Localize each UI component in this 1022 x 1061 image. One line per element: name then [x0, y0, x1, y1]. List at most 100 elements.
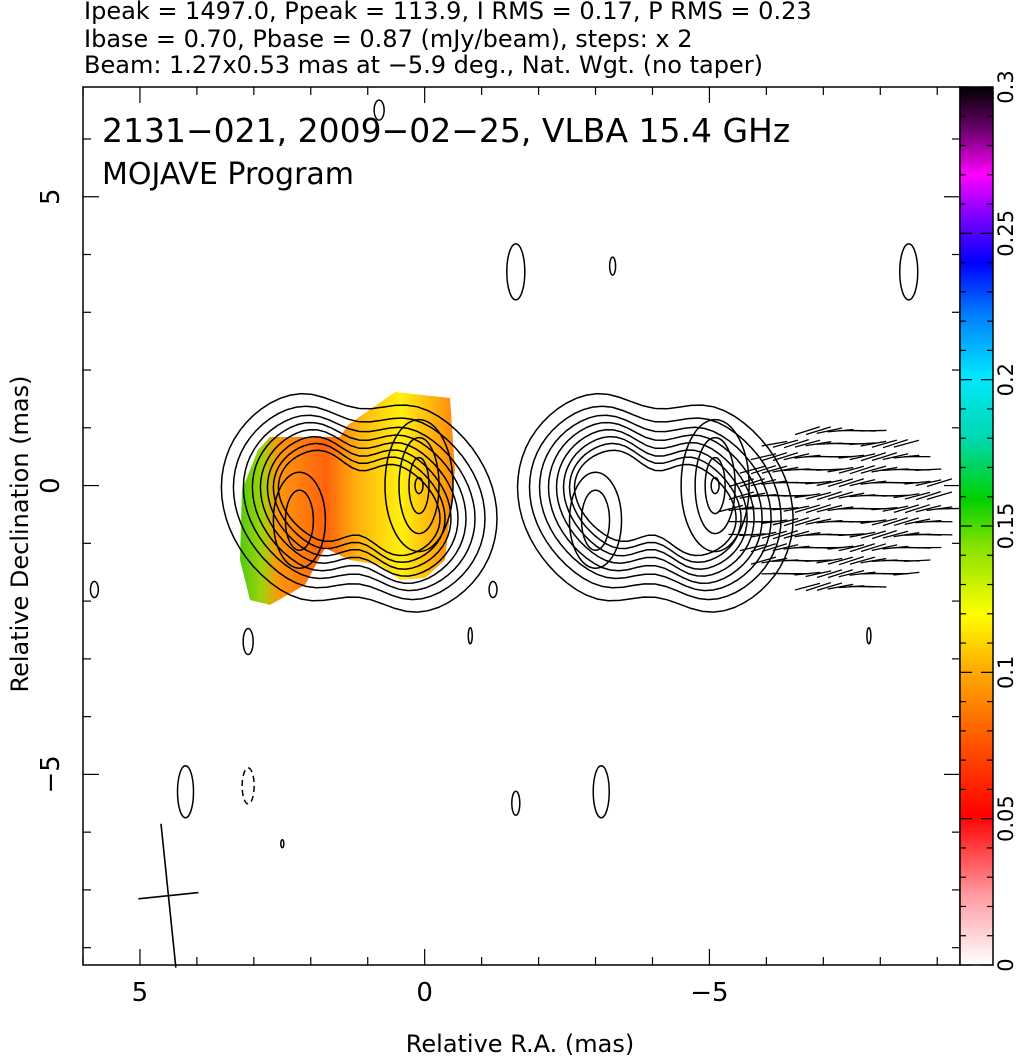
evpa-tick	[915, 504, 942, 513]
evpa-tick	[904, 491, 931, 500]
evpa-tick	[750, 465, 776, 475]
evpa-tick	[860, 585, 887, 588]
beam-minor-axis	[138, 891, 199, 900]
contour-lines	[89, 99, 919, 849]
evpa-tick	[816, 557, 843, 564]
evpa-tick	[838, 570, 865, 578]
evpa-tick	[783, 505, 810, 512]
evpa-tick	[805, 518, 832, 525]
evpa-tick	[739, 544, 766, 552]
contour-right	[704, 456, 726, 515]
evpa-tick	[794, 571, 821, 576]
evpa-tick	[772, 544, 799, 552]
noise-contour	[241, 767, 255, 805]
plot-title-line1: 2131−021, 2009−02−25, VLBA 15.4 GHz	[102, 111, 790, 150]
evpa-tick	[926, 478, 953, 488]
evpa-tick	[860, 429, 887, 432]
evpa-tick	[794, 517, 821, 527]
evpa-tick	[772, 530, 798, 540]
evpa-tick	[750, 543, 777, 553]
evpa-tick	[750, 556, 777, 565]
contour-left	[272, 471, 327, 569]
evpa-tick	[805, 582, 831, 592]
evpa-tick	[816, 569, 843, 579]
evpa-tick	[827, 478, 854, 488]
evpa-tick	[904, 518, 931, 525]
contour-left	[251, 421, 467, 584]
evpa-tick	[805, 559, 832, 562]
evpa-tick	[871, 544, 898, 552]
evpa-tick	[728, 478, 755, 488]
evpa-tick	[849, 442, 876, 446]
evpa-tick	[860, 440, 887, 447]
evpa-tick	[849, 465, 875, 475]
header-beam-info: Beam: 1.27x0.53 mas at −5.9 deg., Nat. W…	[84, 51, 763, 79]
evpa-tick	[794, 582, 821, 591]
evpa-tick	[838, 465, 865, 474]
contour-right	[568, 471, 623, 569]
evpa-tick	[827, 583, 854, 590]
evpa-tick	[783, 439, 809, 449]
evpa-tick	[871, 530, 897, 540]
contour-right	[516, 392, 794, 613]
noise-contour	[89, 580, 100, 599]
noise-contour	[242, 627, 254, 656]
evpa-tick	[882, 517, 908, 527]
contour-left	[242, 414, 476, 592]
contour-right	[710, 476, 720, 495]
evpa-tick	[772, 517, 799, 526]
contour-right	[528, 405, 782, 601]
evpa-tick	[893, 517, 920, 527]
evpa-tick	[915, 479, 942, 487]
evpa-tick	[871, 439, 898, 448]
evpa-tick	[926, 491, 953, 500]
evpa-tick	[827, 545, 854, 550]
evpa-tick	[794, 493, 821, 499]
noise-contour	[467, 627, 473, 645]
evpa-tick	[937, 507, 960, 510]
evpa-tick	[860, 519, 887, 525]
x-axis-label: Relative R.A. (mas)	[405, 1030, 635, 1058]
contour-left	[384, 418, 454, 553]
evpa-tick	[761, 452, 788, 462]
evpa-tick	[750, 453, 777, 461]
evpa-tick	[882, 530, 909, 539]
noise-contour	[511, 790, 521, 817]
contour-right	[547, 421, 763, 584]
colorbar-tick-labels: 0 0.05 0.1 0.15 0.2 0.25 0.3	[994, 70, 1018, 971]
contour-right	[555, 428, 755, 577]
evpa-tick	[860, 452, 887, 462]
evpa-tick	[882, 439, 908, 449]
evpa-tick	[849, 453, 876, 461]
evpa-tick	[816, 582, 843, 591]
evpa-tick	[893, 504, 920, 514]
evpa-tick	[871, 506, 898, 511]
evpa-tick	[772, 507, 799, 511]
axis-ticks	[82, 87, 960, 965]
evpa-tick	[816, 468, 843, 471]
colorbar-tick-label: 0.1	[994, 656, 1018, 689]
evpa-tick	[838, 478, 864, 488]
y-tick-label: −5	[36, 755, 66, 793]
contour-left	[220, 392, 498, 613]
evpa-tick	[761, 519, 788, 524]
evpa-tick	[838, 544, 865, 552]
evpa-tick	[761, 530, 788, 539]
evpa-tick	[849, 543, 876, 553]
evpa-tick	[849, 478, 876, 487]
evpa-tick	[882, 494, 909, 497]
contour-right	[573, 449, 737, 557]
evpa-tick	[805, 491, 832, 500]
evpa-tick	[739, 533, 766, 537]
colorbar-tick-label: 0.3	[994, 70, 1018, 103]
y-tick-label: 5	[36, 188, 66, 205]
beam-marker	[138, 823, 199, 968]
evpa-tick	[838, 492, 865, 499]
evpa-tick	[772, 452, 799, 462]
evpa-tick	[849, 556, 876, 565]
evpa-tick	[915, 491, 941, 501]
contour-left	[277, 449, 441, 557]
axis-tick-labels: 5 0 −5 5 0 −5	[36, 188, 729, 1008]
contour-left	[414, 476, 424, 495]
